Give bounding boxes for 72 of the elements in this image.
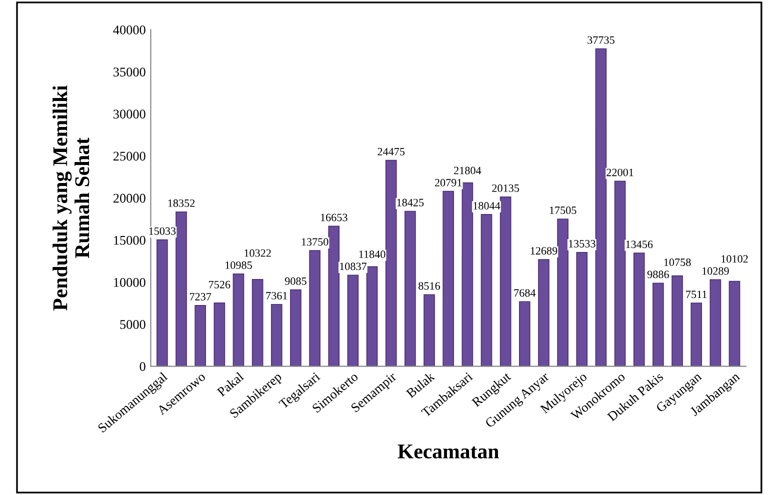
y-tick-label: 35000: [114, 68, 146, 76]
bar: [557, 218, 568, 366]
bar: [290, 289, 302, 366]
bar: [652, 282, 664, 366]
bar: [500, 196, 512, 366]
bar: [710, 279, 722, 366]
data-label: 8516: [418, 282, 440, 290]
bar: [672, 275, 683, 366]
data-label: 18044: [474, 202, 500, 210]
data-label: 7511: [686, 290, 707, 298]
y-tick-label: 10000: [114, 278, 146, 287]
bar: [232, 273, 244, 366]
bar: [194, 304, 206, 366]
y-tick-label: 40000: [113, 26, 146, 34]
data-label: 9886: [647, 270, 669, 278]
bar: [270, 304, 282, 366]
bar: [576, 252, 588, 366]
y-axis-title: Penduduk yang Memiliki Rumah Sehat: [52, 85, 90, 311]
bar: [462, 182, 474, 366]
data-label: 22001: [606, 168, 634, 176]
data-label: 13750: [302, 238, 328, 246]
bar: [385, 160, 397, 366]
bar: [366, 266, 378, 366]
data-label: 10985: [226, 261, 252, 269]
y-tick-label: 25000: [113, 152, 146, 161]
y-tick-label: 30000: [114, 110, 146, 119]
data-label: 13533: [568, 240, 596, 248]
bar: [252, 279, 264, 366]
bar: [328, 226, 340, 366]
data-label: 18352: [168, 199, 195, 207]
data-label: 13456: [626, 240, 653, 248]
data-label: 18425: [397, 198, 424, 206]
data-label: 10289: [702, 267, 729, 275]
bar: [728, 280, 740, 366]
data-label: 9085: [284, 277, 306, 285]
y-tick-label: 0: [140, 362, 146, 372]
bar: [309, 250, 320, 366]
data-label: 10837: [340, 262, 367, 270]
bar: [595, 48, 607, 366]
y-tick-label: 5000: [120, 320, 146, 329]
bar: [614, 180, 626, 366]
data-label: 11840: [359, 250, 386, 258]
bar: [176, 211, 187, 366]
data-label: 7526: [209, 280, 230, 288]
bar: [518, 301, 530, 366]
y-tick-label: 20000: [113, 194, 146, 203]
data-label: 21804: [454, 166, 482, 174]
data-label: 15033: [149, 227, 176, 235]
bar: [347, 274, 359, 366]
data-label: 10102: [722, 255, 748, 263]
data-label: 20135: [492, 184, 520, 192]
data-label: 7237: [190, 292, 212, 300]
bar: [442, 190, 454, 366]
data-label: 7361: [266, 292, 288, 300]
bar: [480, 214, 492, 366]
x-axis-title: Kecamatan: [398, 444, 499, 458]
bar: [424, 294, 435, 366]
bar: [404, 210, 416, 366]
data-label: 20791: [434, 178, 462, 186]
y-tick-label: 15000: [114, 236, 146, 245]
bar: [538, 259, 550, 366]
data-label: 17505: [550, 206, 576, 214]
bar: [214, 302, 226, 366]
data-label: 10758: [664, 258, 691, 266]
data-label: 24475: [378, 148, 405, 156]
data-label: 12689: [530, 247, 558, 255]
bar: [633, 252, 645, 366]
data-label: 16653: [320, 214, 348, 222]
data-label: 10322: [244, 249, 271, 257]
data-label: 37735: [588, 36, 614, 44]
data-label: 7684: [514, 289, 536, 297]
bar: [690, 302, 702, 366]
